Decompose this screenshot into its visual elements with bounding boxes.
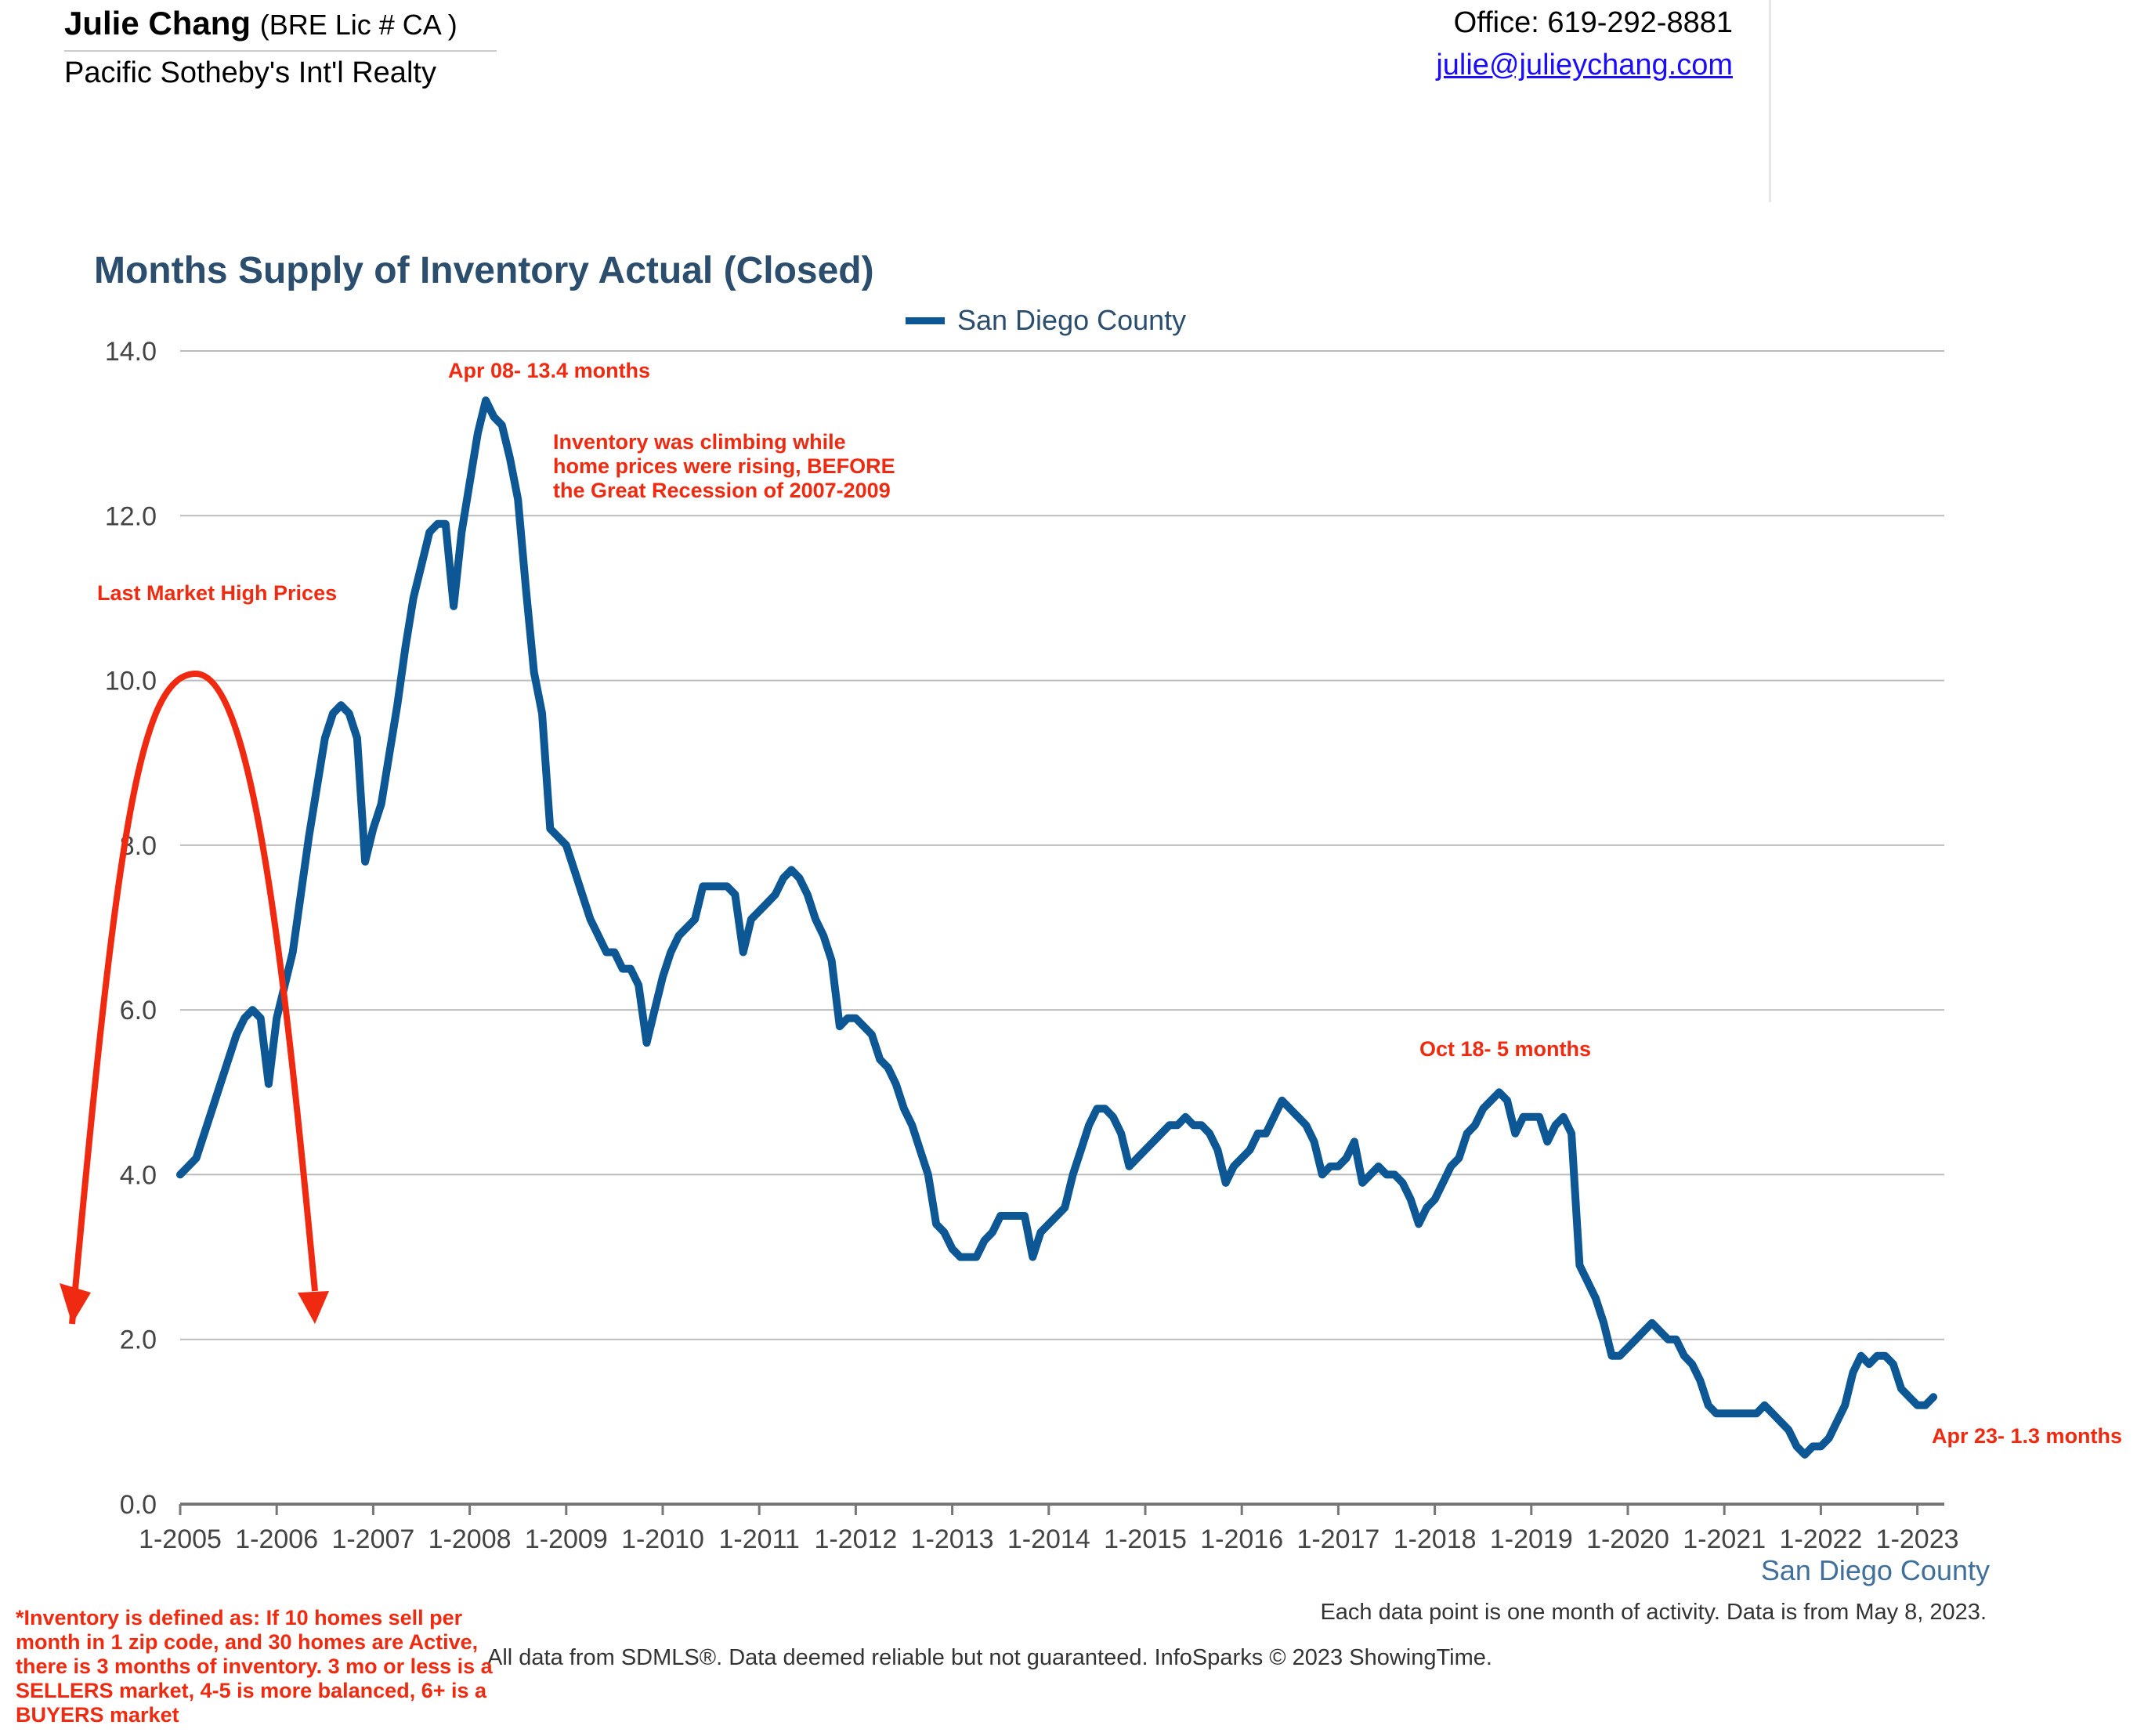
x-tick-label: 1-2013	[911, 1524, 994, 1554]
x-tick-label: 1-2020	[1586, 1524, 1669, 1554]
x-tick-label: 1-2017	[1296, 1524, 1379, 1554]
x-tick-label: 1-2014	[1007, 1524, 1090, 1554]
y-tick-label: 10.0	[105, 667, 157, 696]
annotation-climbing-3: the Great Recession of 2007-2009	[553, 479, 891, 502]
annotation-climbing-1: Inventory was climbing while	[553, 430, 846, 454]
y-tick-label: 14.0	[105, 337, 157, 367]
annotation-apr23: Apr 23- 1.3 months	[1932, 1424, 2123, 1448]
x-tick-label: 1-2015	[1104, 1524, 1187, 1554]
x-tick-label: 1-2010	[621, 1524, 704, 1554]
market-high-arrow-left	[69, 670, 318, 1325]
header-divider	[64, 50, 497, 52]
chart-legend: San Diego County	[906, 304, 1186, 337]
x-tick-label: 1-2009	[525, 1524, 608, 1554]
y-tick-label: 4.0	[120, 1160, 157, 1190]
arrowhead-right	[298, 1291, 329, 1324]
legend-label: San Diego County	[957, 304, 1187, 336]
annotation-oct18: Oct 18- 5 months	[1419, 1037, 1592, 1061]
source-note: All data from SDMLS®. Data deemed reliab…	[487, 1645, 1492, 1670]
company-name: Pacific Sotheby's Int'l Realty	[64, 56, 436, 89]
email-link[interactable]: julie@julieychang.com	[1436, 49, 1733, 81]
data-point-note: Each data point is one month of activity…	[1320, 1600, 1987, 1625]
y-tick-label: 6.0	[120, 996, 157, 1025]
x-tick-label: 1-2008	[428, 1524, 512, 1554]
x-tick-label: 1-2006	[235, 1524, 318, 1554]
license-number: (BRE Lic # CA )	[259, 9, 457, 41]
y-tick-label: 12.0	[105, 501, 157, 531]
y-tick-label: 2.0	[120, 1326, 157, 1355]
inventory-definition: *Inventory is defined as: If 10 homes se…	[16, 1606, 493, 1727]
chart-grid	[180, 350, 1944, 1340]
x-tick-label: 1-2005	[139, 1524, 222, 1554]
x-tick-label: 1-2011	[719, 1524, 800, 1554]
x-tick-label: 1-2018	[1394, 1524, 1477, 1554]
office-phone: Office: 619-292-8881	[1453, 6, 1733, 39]
vertical-divider	[1769, 0, 1771, 202]
annotation-peak: Apr 08- 13.4 months	[448, 359, 651, 382]
x-tick-label: 1-2023	[1876, 1524, 1959, 1554]
arrowhead-left	[60, 1283, 91, 1324]
annotation-market-high: Last Market High Prices	[97, 581, 338, 605]
x-tick-label: 1-2022	[1779, 1524, 1862, 1554]
agent-name: Julie Chang	[64, 5, 251, 42]
x-axis: 1-2005 1-2006 1-2007 1-2008 1-2009 1-2010 1-20…	[139, 1503, 1959, 1554]
chart-title: Months Supply of Inventory Actual (Close…	[94, 250, 874, 291]
y-tick-label: 0.0	[120, 1490, 157, 1520]
x-tick-label: 1-2012	[814, 1524, 897, 1554]
series-line-group	[176, 396, 1938, 1459]
series-line-san-diego-county	[176, 396, 1938, 1459]
x-tick-label: 1-2019	[1490, 1524, 1573, 1554]
x-tick-label: 1-2007	[331, 1524, 414, 1554]
legend-swatch	[906, 316, 945, 324]
x-tick-label: 1-2016	[1200, 1524, 1283, 1554]
annotation-climbing-2: home prices were rising, BEFORE	[553, 454, 895, 478]
x-tick-label: 1-2021	[1683, 1524, 1766, 1554]
y-axis-ticks: 0.02.04.06.08.010.012.014.0	[105, 337, 157, 1520]
agent-name-line: Julie Chang (BRE Lic # CA )	[64, 5, 457, 42]
annotation-arrows	[60, 670, 329, 1325]
county-label: San Diego County	[1760, 1554, 1990, 1586]
